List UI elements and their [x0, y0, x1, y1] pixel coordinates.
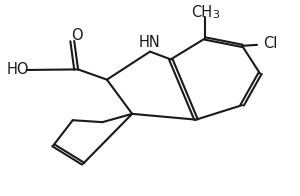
- Text: O: O: [71, 28, 83, 43]
- Text: HN: HN: [139, 35, 161, 50]
- Text: Cl: Cl: [263, 36, 278, 51]
- Text: HO: HO: [7, 63, 30, 77]
- Text: 3: 3: [212, 10, 219, 20]
- Text: CH: CH: [191, 5, 212, 20]
